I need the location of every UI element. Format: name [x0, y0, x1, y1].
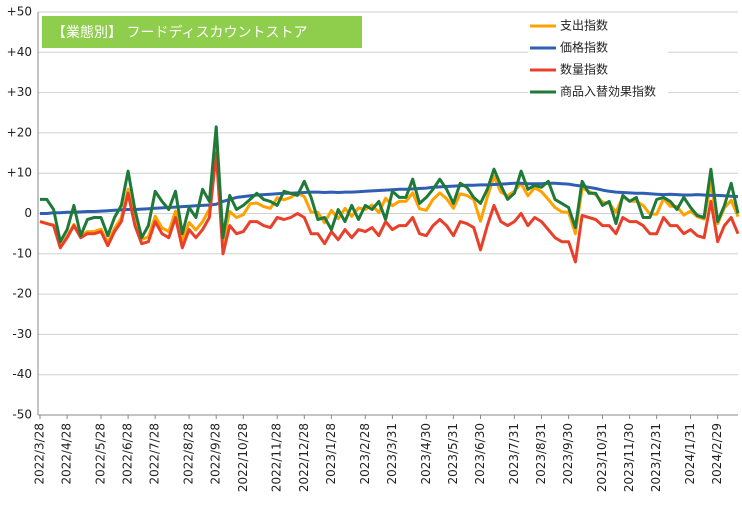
x-tick-label: 2022/10/28: [236, 423, 250, 492]
x-tick-label: 2022/9/28: [209, 423, 223, 485]
x-tick-label: 2023/9/30: [561, 423, 575, 485]
x-tick-label: 2023/3/31: [385, 423, 399, 485]
legend-label: 商品入替効果指数: [560, 84, 656, 99]
y-tick-label: +40: [7, 45, 32, 59]
x-tick-label: 2023/10/31: [595, 423, 609, 492]
x-tick-label: 2022/8/28: [182, 423, 196, 485]
x-tick-label: 2024/2/29: [710, 423, 724, 485]
y-tick-label: 0: [24, 206, 32, 220]
title-box: [42, 16, 362, 48]
x-tick-label: 2023/12/31: [649, 423, 663, 492]
x-tick-label: 2023/7/31: [507, 423, 521, 485]
legend-label: 支出指数: [560, 18, 608, 33]
x-tick-label: 2023/11/30: [622, 423, 636, 492]
x-tick-label: 2023/1/28: [324, 423, 338, 485]
x-tick-label: 2022/7/28: [148, 423, 162, 485]
y-tick-label: +50: [7, 5, 32, 19]
chart-title: 【業態別】 フードディスカウントストア: [52, 24, 307, 41]
x-tick-label: 2022/11/28: [270, 423, 284, 492]
series-line: [39, 151, 740, 264]
y-tick-label: +10: [7, 166, 32, 180]
legend-label: 数量指数: [560, 62, 608, 77]
y-tick-label: +20: [7, 125, 32, 139]
x-tick-label: 2024/1/31: [683, 423, 697, 485]
x-tick-label: 2022/3/28: [33, 423, 47, 485]
y-tick-label: -20: [12, 287, 32, 301]
x-tick-label: 2023/8/31: [534, 423, 548, 485]
x-tick-label: 2023/6/30: [473, 423, 487, 485]
x-tick-label: 2023/2/28: [358, 423, 372, 485]
x-tick-label: 2023/5/31: [446, 423, 460, 485]
series-line: [40, 181, 739, 215]
series-line: [40, 125, 740, 244]
x-tick-label: 2022/12/28: [297, 423, 311, 492]
x-tick-label: 2022/6/28: [121, 423, 135, 485]
y-tick-label: -40: [12, 367, 32, 381]
legend-label: 価格指数: [560, 40, 608, 55]
y-tick-label: -10: [12, 246, 32, 260]
x-tick-label: 2022/5/28: [93, 423, 107, 485]
x-tick-label: 2023/4/30: [419, 423, 433, 485]
y-tick-label: +30: [7, 85, 32, 99]
y-tick-label: -30: [12, 327, 32, 341]
x-tick-label: 2022/4/28: [60, 423, 74, 485]
y-tick-label: -50: [12, 408, 32, 422]
